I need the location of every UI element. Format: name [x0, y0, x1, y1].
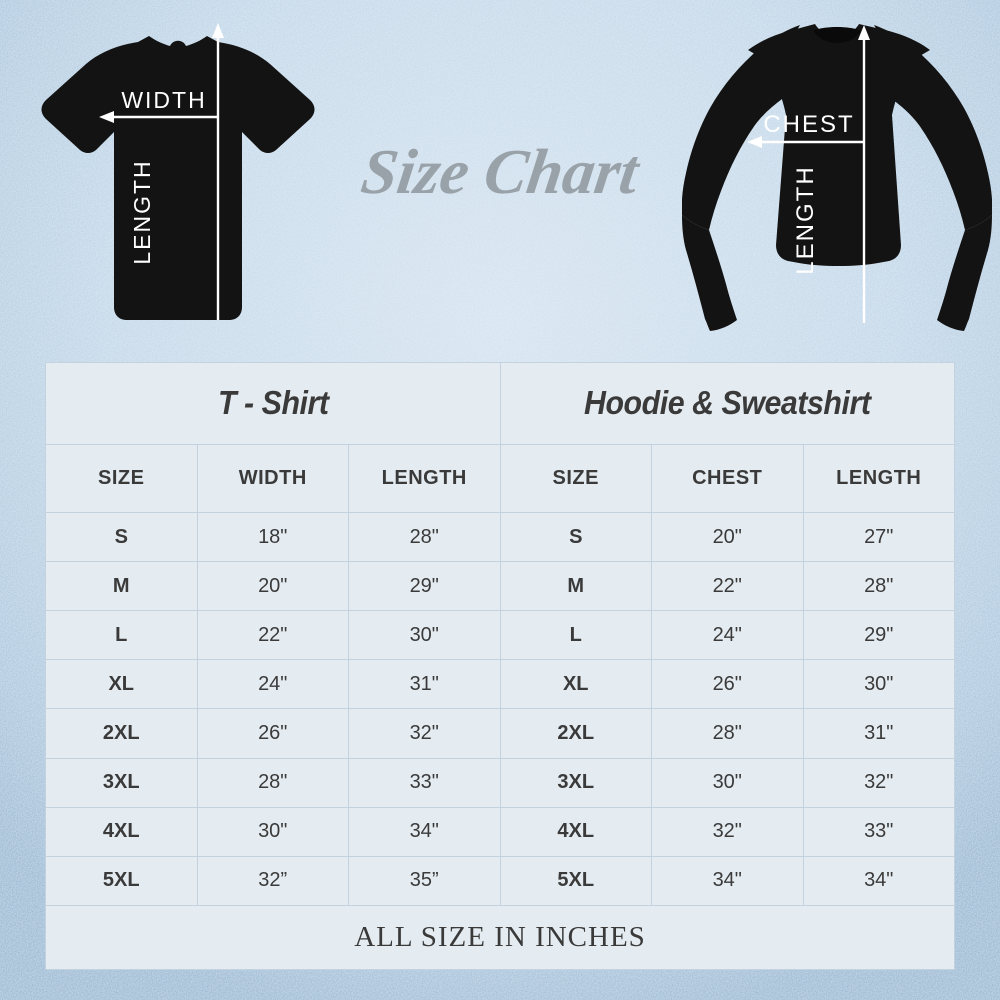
svg-text:CHEST: CHEST	[763, 111, 854, 138]
svg-text:LENGTH: LENGTH	[792, 165, 819, 274]
svg-text:WIDTH: WIDTH	[121, 87, 206, 113]
svg-text:LENGTH: LENGTH	[129, 159, 155, 264]
